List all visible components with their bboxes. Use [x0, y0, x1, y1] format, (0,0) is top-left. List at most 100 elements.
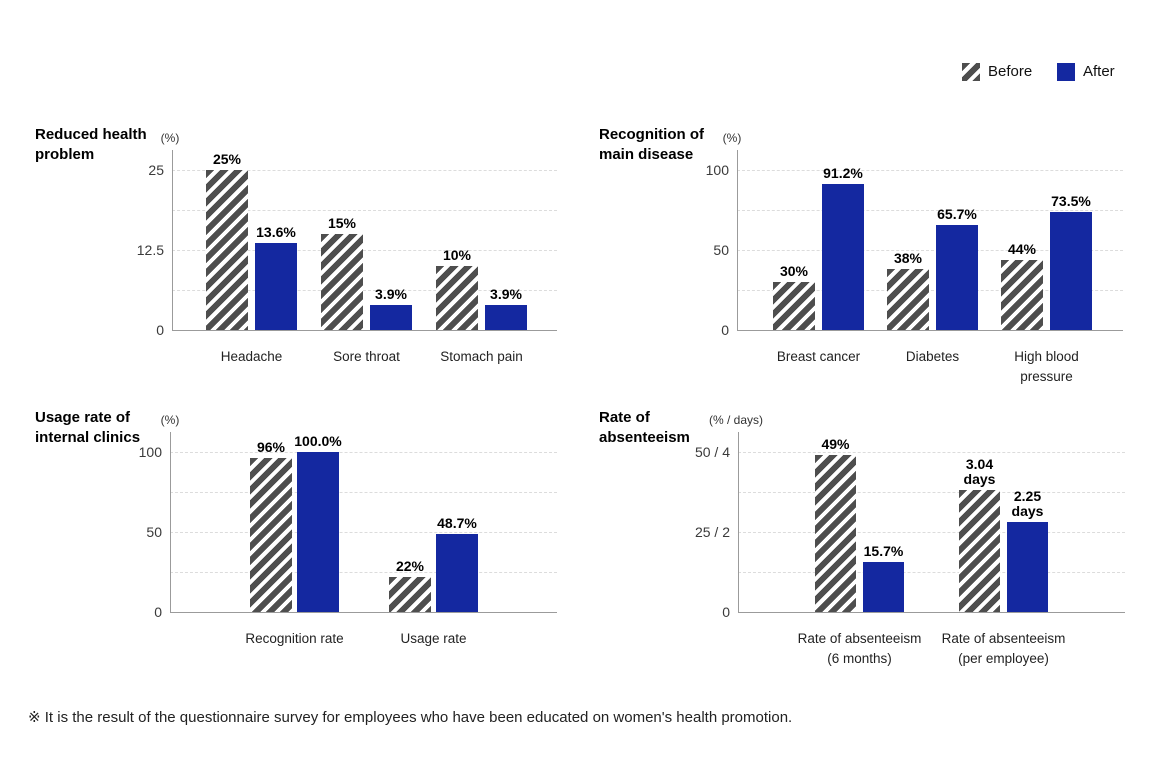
bar-after [297, 452, 339, 612]
x-axis-line [170, 612, 557, 613]
y-tick-label: 50 [713, 242, 729, 258]
legend-before-swatch [962, 63, 980, 81]
bar-value-label: 44% [1007, 241, 1037, 257]
y-axis-line [738, 432, 739, 612]
y-tick-label: 0 [156, 322, 164, 338]
bar-before [250, 458, 292, 612]
y-tick-label: 100 [705, 162, 729, 178]
gridline [170, 572, 557, 573]
bar-value-label: 15.7% [863, 543, 904, 559]
x-axis-line [738, 612, 1125, 613]
chart-title: Recognition of main disease [599, 126, 704, 163]
legend-before-label: Before [988, 63, 1033, 80]
axis-unit-label: (%) [160, 131, 180, 145]
y-tick-label: 25 / 2 [694, 524, 730, 540]
bar-value-label: 3.9% [490, 286, 522, 302]
y-axis-line [737, 150, 738, 330]
bar-value-label: 10% [442, 247, 472, 263]
category-label: Rate of absenteeism (per employee) [941, 631, 1066, 666]
axis-unit-label: (% / days) [708, 413, 764, 427]
category-label: Usage rate [400, 631, 467, 646]
bar-before [206, 170, 248, 330]
bar-value-label: 65.7% [937, 206, 977, 222]
bar-after [822, 184, 864, 330]
bar-value-label: 96% [256, 439, 286, 455]
bar-after [370, 305, 412, 330]
gridline [172, 170, 557, 171]
bar-value-label: 15% [327, 215, 357, 231]
legend-after-swatch [1057, 63, 1075, 81]
gridline [738, 452, 1125, 453]
category-label: Sore throat [333, 349, 400, 364]
bar-before [887, 269, 929, 330]
x-axis-line [172, 330, 557, 331]
y-tick-label: 25 [148, 162, 164, 178]
bar-after [1050, 212, 1092, 330]
bar-after [1007, 522, 1048, 612]
gridline [170, 532, 557, 533]
gridline [170, 492, 557, 493]
y-tick-label: 12.5 [136, 242, 164, 258]
bar-value-label: 13.6% [256, 224, 296, 240]
gridline [172, 210, 557, 211]
chart-title: Reduced health problem [35, 126, 147, 163]
gridline [737, 210, 1123, 211]
bar-after [485, 305, 527, 330]
bar-after [936, 225, 978, 330]
legend-after-label: After [1083, 63, 1115, 80]
bar-after [436, 534, 478, 612]
chart-title: Rate of absenteeism [599, 409, 690, 446]
axis-unit-label: (%) [722, 131, 742, 145]
bar-value-label: 48.7% [437, 515, 477, 531]
bar-before [773, 282, 815, 330]
gridline [170, 452, 557, 453]
gridline [737, 250, 1123, 251]
category-label: Headache [220, 349, 283, 364]
bar-after [255, 243, 297, 330]
category-label: Breast cancer [776, 349, 861, 364]
bar-value-label: 3.04 days [963, 456, 996, 487]
bar-after [863, 562, 904, 612]
bar-value-label: 30% [779, 263, 809, 279]
y-tick-label: 50 [146, 524, 162, 540]
x-axis-line [737, 330, 1123, 331]
category-label: Stomach pain [440, 349, 523, 364]
gridline [738, 572, 1125, 573]
bar-value-label: 22% [395, 558, 425, 574]
bar-before [959, 490, 1000, 612]
category-label: Rate of absenteeism (6 months) [797, 631, 922, 666]
gridline [172, 290, 557, 291]
bar-value-label: 2.25 days [1011, 488, 1044, 519]
bar-value-label: 38% [893, 250, 923, 266]
gridline [738, 532, 1125, 533]
y-axis-line [170, 432, 171, 612]
footnote-text: ※ It is the result of the questionnaire … [28, 709, 793, 726]
y-tick-label: 0 [154, 604, 162, 620]
gridline [737, 170, 1123, 171]
gridline [172, 250, 557, 251]
bar-before [321, 234, 363, 330]
bar-value-label: 25% [212, 151, 242, 167]
category-label: High blood pressure [1014, 349, 1079, 384]
bar-before [1001, 260, 1043, 330]
category-label: Diabetes [905, 349, 960, 364]
gridline [737, 290, 1123, 291]
bar-value-label: 91.2% [823, 165, 863, 181]
gridline [738, 492, 1125, 493]
bar-before [389, 577, 431, 612]
y-tick-label: 0 [722, 604, 730, 620]
category-label: Recognition rate [245, 631, 344, 646]
chart-title: Usage rate of internal clinics [35, 409, 141, 446]
bar-before [815, 455, 856, 612]
y-tick-label: 100 [138, 444, 162, 460]
y-axis-line [172, 150, 173, 330]
y-tick-label: 50 / 4 [694, 444, 730, 460]
axis-unit-label: (%) [160, 413, 180, 427]
y-tick-label: 0 [721, 322, 729, 338]
bar-value-label: 100.0% [294, 433, 342, 449]
